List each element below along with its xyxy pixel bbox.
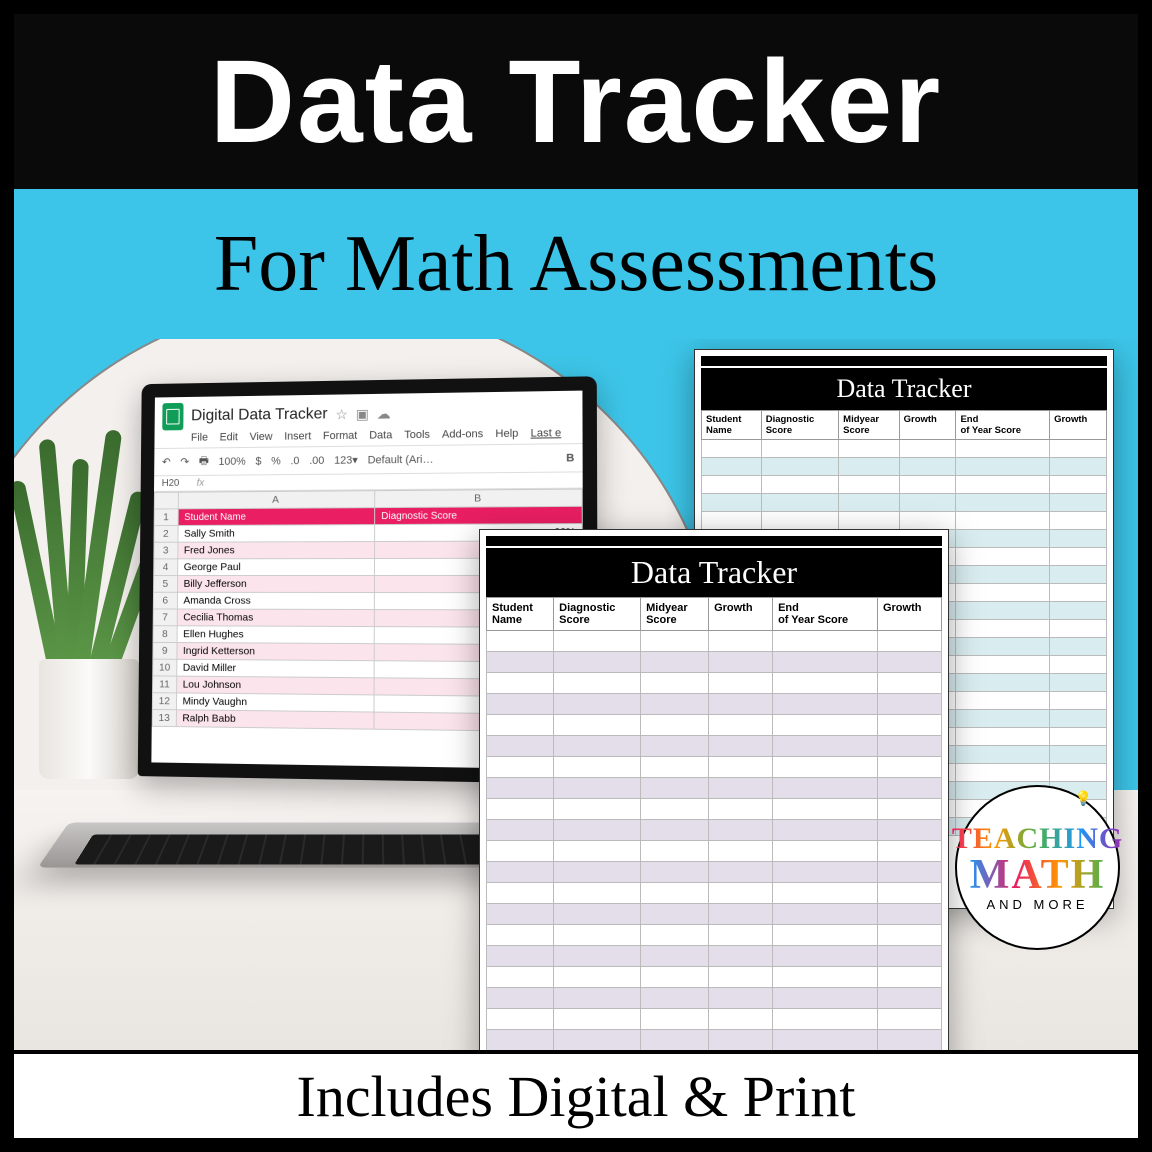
product-card: Data Tracker For Math Assessments Digita… [0,0,1152,1152]
print-icon: 🖶 [199,452,209,471]
zoom-value: 100% [218,455,245,467]
menu-tools: Tools [404,429,430,441]
menu-view: View [249,431,272,443]
worksheet-purple: Data Tracker StudentNameDiagnosticScoreM… [479,529,949,1050]
scene: Digital Data Tracker ☆ ▣ ☁ File Edit View I… [14,339,1138,1050]
menu-insert: Insert [284,430,311,442]
footer-text: Includes Digital & Print [297,1063,856,1130]
sheets-icon [162,403,183,431]
menu-data: Data [369,429,392,441]
doc-title: Digital Data Tracker [191,406,328,426]
worksheet-purple-table: StudentNameDiagnosticScoreMidyearScoreGr… [486,597,942,1050]
toolbar: ↶ ↷ 🖶 100% $ % .0 .00 123▾ Default (Ari…… [154,443,582,476]
lightbulb-icon: 💡 [1075,793,1092,807]
menu-edit: Edit [219,431,237,443]
worksheet-title: Data Tracker [486,548,942,597]
worksheet-title: Data Tracker [701,368,1107,410]
subtitle-text: For Math Assessments [214,219,939,310]
subtitle-band: For Math Assessments [14,189,1138,339]
star-icon: ☆ [335,406,347,423]
menu-file: File [191,432,208,444]
menu-add-ons: Add-ons [442,428,483,441]
title-band: Data Tracker [14,14,1138,189]
footer-band: Includes Digital & Print [14,1050,1138,1138]
undo-icon: ↶ [162,456,171,469]
font-name: Default (Ari… [368,453,434,466]
menu-format: Format [323,430,357,442]
brand-logo: 💡 TEACHING MATH AND MORE [955,785,1120,950]
folder-icon: ▣ [356,405,369,422]
redo-icon: ↷ [180,455,189,468]
cloud-icon: ☁ [377,405,391,422]
menu-help: Help [495,428,518,440]
main-title: Data Tracker [210,34,942,170]
